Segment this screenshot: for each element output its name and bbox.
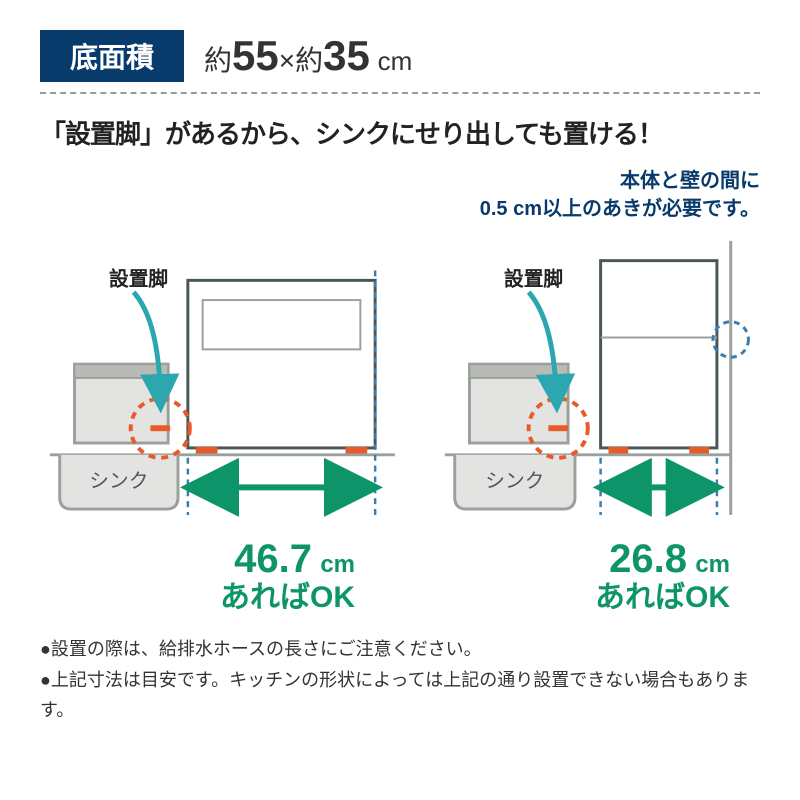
wall-clearance-note: 本体と壁の間に 0.5 cm以上のあきが必要です。: [40, 167, 760, 223]
footnotes: ●設置の際は、給排水ホースの長さにご注意ください。 ●上記寸法は目安です。キッチ…: [40, 634, 760, 726]
times: ×: [279, 45, 295, 76]
sink-label-right: シンク: [485, 470, 544, 492]
note-l1: 本体と壁の間に: [620, 170, 760, 192]
leg-label-right: 設置脚: [504, 267, 563, 290]
prefix1: 約: [204, 45, 232, 76]
sink-label-left: シンク: [89, 470, 148, 492]
footnote-2: ●上記寸法は目安です。キッチンの形状によっては上記の通り設置できない場合もありま…: [40, 665, 760, 726]
diagram-left: シンク 設置脚: [40, 229, 405, 519]
right-ok-text: あればOK: [595, 581, 730, 614]
left-ok-text: あればOK: [220, 581, 355, 614]
header-row: 底面積 約55×約35 cm: [40, 30, 760, 94]
right-unit: cm: [695, 551, 730, 578]
diagram-row: シンク 設置脚: [40, 229, 760, 519]
leg-label-left: 設置脚: [109, 267, 168, 290]
dim-unit: cm: [378, 46, 413, 76]
left-unit: cm: [320, 551, 355, 578]
footnote-1: ●設置の際は、給排水ホースの長さにご注意ください。: [40, 634, 760, 665]
prefix2: 約: [295, 45, 323, 76]
depth-val: 35: [323, 32, 370, 79]
note-l2: 0.5 cm以上のあきが必要です。: [480, 198, 760, 220]
diagram-right: シンク 設置脚: [435, 229, 760, 519]
left-ok: 46.7 cm あればOK: [40, 537, 385, 614]
right-clearance: 26.8: [609, 537, 687, 581]
headline: 「設置脚」があるから、シンクにせり出しても置ける！: [40, 114, 760, 151]
footprint-badge: 底面積: [40, 30, 184, 82]
left-clearance: 46.7: [234, 537, 312, 581]
right-ok: 26.8 cm あればOK: [415, 537, 760, 614]
dimensions-text: 約55×約35 cm: [204, 32, 412, 80]
width-val: 55: [232, 32, 279, 79]
ok-row: 46.7 cm あればOK 26.8 cm あればOK: [40, 537, 760, 614]
